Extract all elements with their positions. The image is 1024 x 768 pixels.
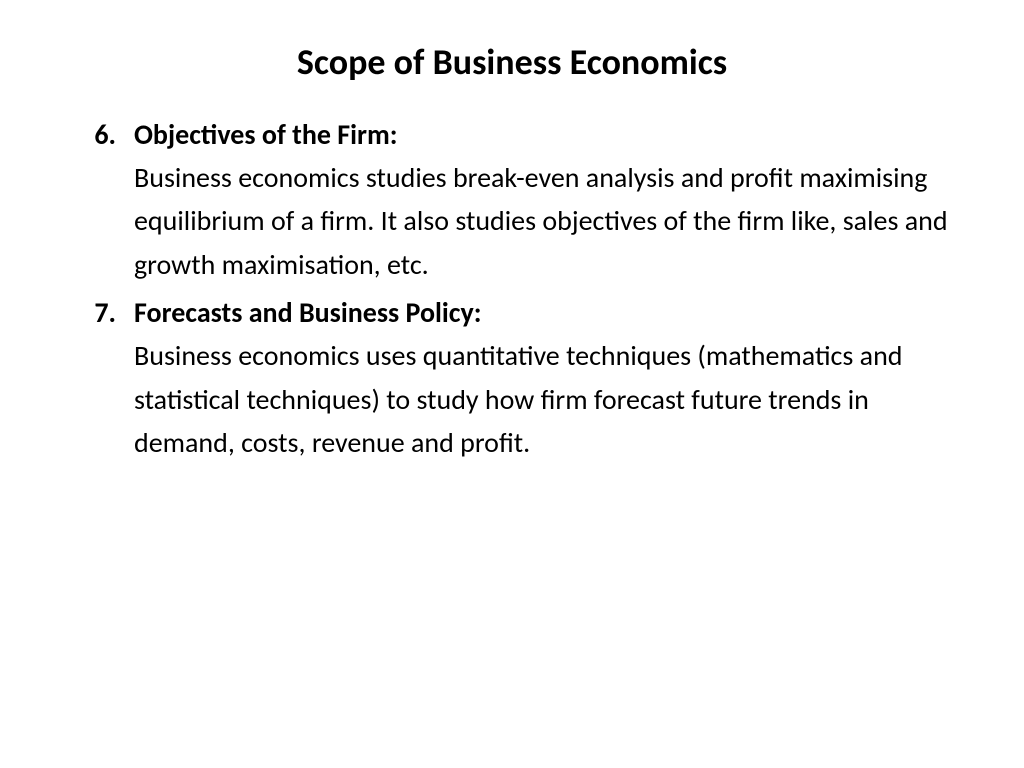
list-item: 7. Forecasts and Business Policy: Busine… bbox=[90, 292, 964, 464]
item-body: Business economics uses quantitative tec… bbox=[134, 334, 964, 464]
item-body: Business economics studies break-even an… bbox=[134, 156, 964, 286]
list-number: 6. bbox=[90, 114, 134, 286]
list-number: 7. bbox=[90, 292, 134, 464]
list-content: Forecasts and Business Policy: Business … bbox=[134, 292, 964, 464]
slide-title: Scope of Business Economics bbox=[60, 40, 964, 84]
item-heading: Forecasts and Business Policy: bbox=[134, 292, 964, 334]
list-item: 6. Objectives of the Firm: Business econ… bbox=[90, 114, 964, 286]
item-heading: Objectives of the Firm: bbox=[134, 114, 964, 156]
numbered-list: 6. Objectives of the Firm: Business econ… bbox=[60, 114, 964, 464]
list-content: Objectives of the Firm: Business economi… bbox=[134, 114, 964, 286]
